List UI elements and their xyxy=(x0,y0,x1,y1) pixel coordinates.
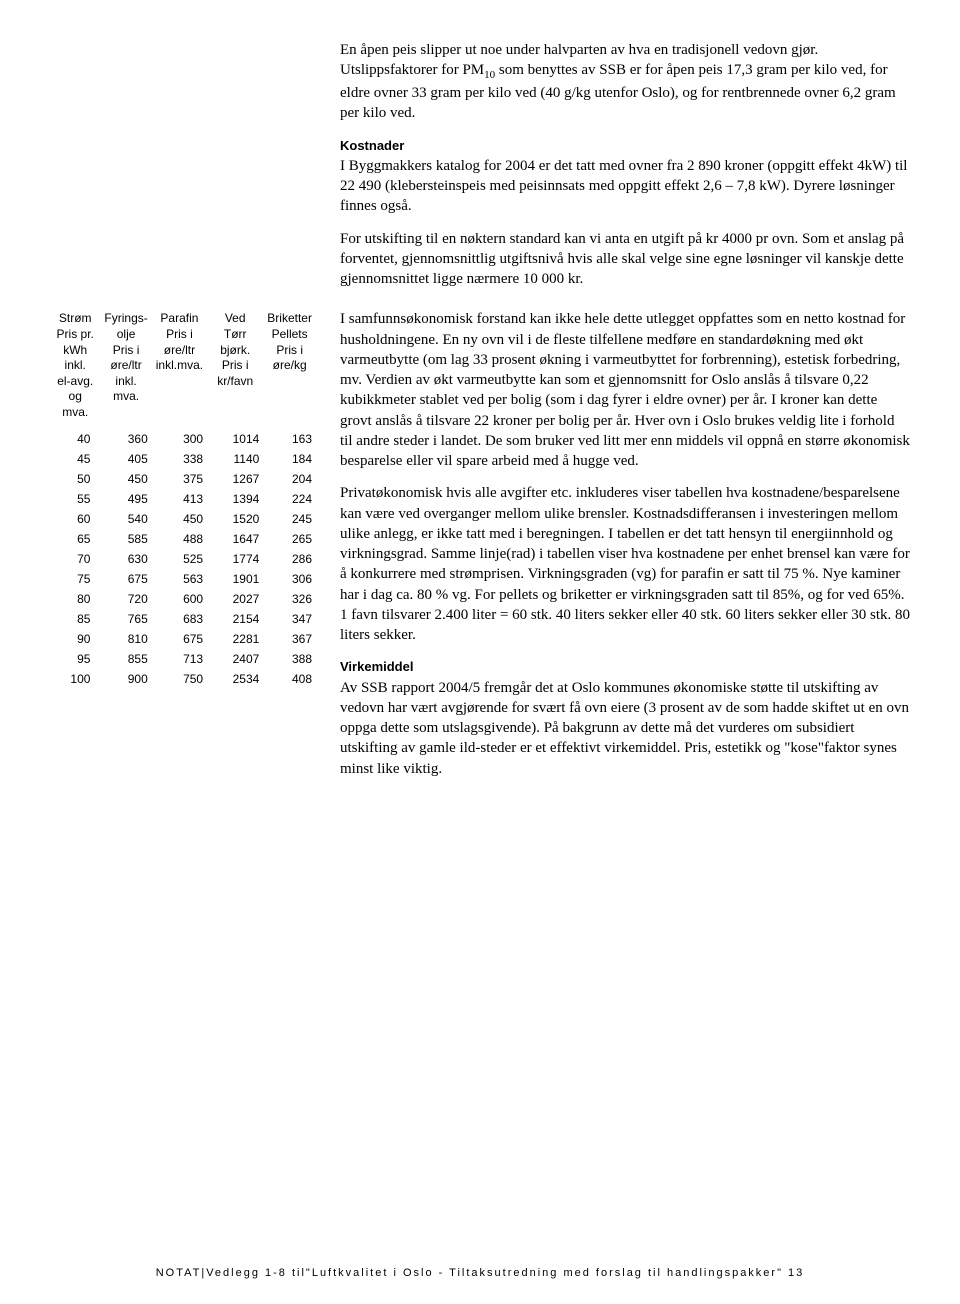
virkemiddel-block: Virkemiddel Av SSB rapport 2004/5 fremgå… xyxy=(340,657,910,779)
table-row: 403603001014163 xyxy=(50,429,316,449)
table-cell: 347 xyxy=(263,609,316,629)
table-cell: 900 xyxy=(100,669,151,689)
table-cell: 600 xyxy=(152,589,207,609)
table-cell: 75 xyxy=(50,569,100,589)
table-cell: 585 xyxy=(100,529,151,549)
kostnader-heading: Kostnader xyxy=(340,138,404,153)
table-header-row: Strøm Pris pr. kWh inkl. el-avg. og mva.… xyxy=(50,309,316,428)
intro-p2: I Byggmakkers katalog for 2004 er det ta… xyxy=(340,158,907,215)
table-cell: 720 xyxy=(100,589,151,609)
table-cell: 413 xyxy=(152,489,207,509)
table-cell: 2281 xyxy=(207,629,263,649)
table-cell: 338 xyxy=(152,449,207,469)
table-cell: 540 xyxy=(100,509,151,529)
table-cell: 100 xyxy=(50,669,100,689)
table-cell: 95 xyxy=(50,649,100,669)
table-cell: 408 xyxy=(263,669,316,689)
table-cell: 50 xyxy=(50,469,100,489)
table-cell: 525 xyxy=(152,549,207,569)
table-row: 706305251774286 xyxy=(50,549,316,569)
table-cell: 388 xyxy=(263,649,316,669)
table-cell: 2534 xyxy=(207,669,263,689)
table-cell: 405 xyxy=(100,449,151,469)
table-cell: 55 xyxy=(50,489,100,509)
table-cell: 163 xyxy=(263,429,316,449)
body-p4: I samfunnsøkonomisk forstand kan ikke he… xyxy=(340,309,910,471)
table-row: 756755631901306 xyxy=(50,569,316,589)
col-parafin: Parafin Pris i øre/ltr inkl.mva. xyxy=(152,309,207,428)
table-cell: 360 xyxy=(100,429,151,449)
col-olje: Fyrings- olje Pris i øre/ltr inkl. mva. xyxy=(100,309,151,428)
table-cell: 375 xyxy=(152,469,207,489)
table-cell: 1520 xyxy=(207,509,263,529)
table-cell: 683 xyxy=(152,609,207,629)
table-cell: 1140 xyxy=(207,449,263,469)
table-cell: 326 xyxy=(263,589,316,609)
table-row: 655854881647265 xyxy=(50,529,316,549)
table-cell: 2407 xyxy=(207,649,263,669)
table-cell: 713 xyxy=(152,649,207,669)
table-row: 958557132407388 xyxy=(50,649,316,669)
table-row: 908106752281367 xyxy=(50,629,316,649)
table-cell: 245 xyxy=(263,509,316,529)
body-p5: Privatøkonomisk hvis alle avgifter etc. … xyxy=(340,483,910,645)
table-cell: 367 xyxy=(263,629,316,649)
table-cell: 855 xyxy=(100,649,151,669)
table-cell: 80 xyxy=(50,589,100,609)
intro-paragraph-1: En åpen peis slipper ut noe under halvpa… xyxy=(340,40,910,124)
table-cell: 40 xyxy=(50,429,100,449)
table-row: 605404501520245 xyxy=(50,509,316,529)
table-cell: 1901 xyxy=(207,569,263,589)
table-cell: 2154 xyxy=(207,609,263,629)
table-cell: 265 xyxy=(263,529,316,549)
col-strom: Strøm Pris pr. kWh inkl. el-avg. og mva. xyxy=(50,309,100,428)
table-cell: 675 xyxy=(152,629,207,649)
table-cell: 1774 xyxy=(207,549,263,569)
table-cell: 45 xyxy=(50,449,100,469)
table-cell: 70 xyxy=(50,549,100,569)
table-cell: 286 xyxy=(263,549,316,569)
table-cell: 65 xyxy=(50,529,100,549)
table-row: 504503751267204 xyxy=(50,469,316,489)
col-briketter: Briketter Pellets Pris i øre/kg xyxy=(263,309,316,428)
table-row: 554954131394224 xyxy=(50,489,316,509)
table-cell: 60 xyxy=(50,509,100,529)
table-cell: 300 xyxy=(152,429,207,449)
intro-p3: For utskifting til en nøktern standard k… xyxy=(340,229,910,290)
table-cell: 450 xyxy=(100,469,151,489)
table-cell: 495 xyxy=(100,489,151,509)
table-cell: 204 xyxy=(263,469,316,489)
table-cell: 750 xyxy=(152,669,207,689)
pm10-subscript: 10 xyxy=(484,69,495,81)
table-cell: 630 xyxy=(100,549,151,569)
table-row: 454053381140184 xyxy=(50,449,316,469)
col-ved: Ved Tørr bjørk. Pris i kr/favn xyxy=(207,309,263,428)
table-cell: 450 xyxy=(152,509,207,529)
table-cell: 85 xyxy=(50,609,100,629)
table-cell: 675 xyxy=(100,569,151,589)
virkemiddel-heading: Virkemiddel xyxy=(340,659,413,674)
table-cell: 184 xyxy=(263,449,316,469)
table-cell: 1014 xyxy=(207,429,263,449)
table-cell: 1394 xyxy=(207,489,263,509)
table-row: 857656832154347 xyxy=(50,609,316,629)
fuel-price-table: Strøm Pris pr. kWh inkl. el-avg. og mva.… xyxy=(50,309,316,688)
table-cell: 563 xyxy=(152,569,207,589)
body-p6: Av SSB rapport 2004/5 fremgår det at Osl… xyxy=(340,680,909,777)
table-cell: 765 xyxy=(100,609,151,629)
table-cell: 1267 xyxy=(207,469,263,489)
table-row: 1009007502534408 xyxy=(50,669,316,689)
kostnader-block: Kostnader I Byggmakkers katalog for 2004… xyxy=(340,136,910,217)
table-cell: 488 xyxy=(152,529,207,549)
table-cell: 90 xyxy=(50,629,100,649)
table-row: 807206002027326 xyxy=(50,589,316,609)
table-cell: 2027 xyxy=(207,589,263,609)
table-cell: 224 xyxy=(263,489,316,509)
table-cell: 1647 xyxy=(207,529,263,549)
table-cell: 810 xyxy=(100,629,151,649)
page-footer: NOTAT|Vedlegg 1-8 til"Luftkvalitet i Osl… xyxy=(0,1267,960,1279)
table-cell: 306 xyxy=(263,569,316,589)
